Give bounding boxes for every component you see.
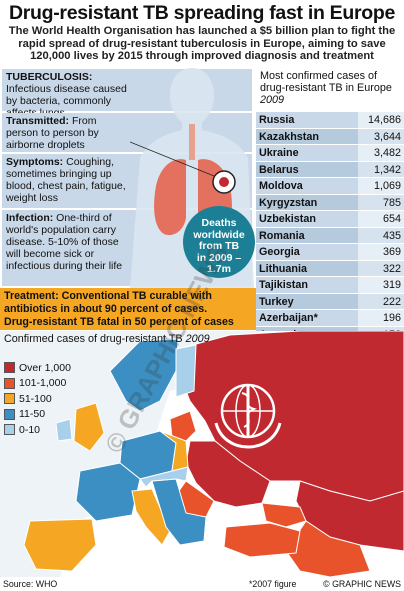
case-count: 222 xyxy=(358,293,404,309)
case-count: 196 xyxy=(358,310,404,326)
table-row: Kyrgyzstan 785 xyxy=(256,194,404,211)
legend-item: Over 1,000 xyxy=(4,360,71,376)
legend-label: 0-10 xyxy=(19,423,41,436)
country-name: Azerbaijan* xyxy=(256,310,358,326)
transmitted-text: From person to person by airborne drople… xyxy=(6,115,99,151)
country-name: Belarus xyxy=(256,161,358,177)
country-name: Turkey xyxy=(256,293,358,309)
symptoms-text: Coughing, sometimes bringing up blood, c… xyxy=(6,156,126,204)
region-balkans xyxy=(151,478,207,546)
region-ukraine xyxy=(185,440,271,508)
tb-label: TUBERCULOSIS: xyxy=(6,71,93,83)
legend-swatch xyxy=(4,393,15,405)
table-row: Kazakhstan 3,644 xyxy=(256,128,404,145)
table-row: Turkey 222 xyxy=(256,293,404,310)
region-turkey xyxy=(223,522,301,558)
case-count: 322 xyxy=(358,260,404,276)
table-row: Azerbaijan* 196 xyxy=(256,310,404,327)
trachea xyxy=(189,124,195,160)
tb-text: Infectious disease caused by bacteria, c… xyxy=(6,83,127,119)
table-row: Russia 14,686 xyxy=(256,112,404,129)
legend-item: 101-1,000 xyxy=(4,376,71,392)
country-name: Uzbekistan xyxy=(256,211,358,227)
legend-item: 0-10 xyxy=(4,422,71,438)
table-row: Lithuania 322 xyxy=(256,260,404,277)
footnote: *2007 figure xyxy=(249,579,297,589)
region-baltic xyxy=(169,410,197,442)
country-name: Lithuania xyxy=(256,260,358,276)
map-title: Confirmed cases of drug-resistant TB 200… xyxy=(4,333,210,345)
country-name: Georgia xyxy=(256,244,358,260)
region-iberia xyxy=(23,518,97,572)
region-italy xyxy=(131,488,171,546)
case-count: 785 xyxy=(358,194,404,210)
legend-label: 101-1,000 xyxy=(19,377,67,390)
legend-label: 11-50 xyxy=(19,408,46,421)
infection-text: One-third of world's population carry di… xyxy=(6,212,123,272)
region-uk xyxy=(73,402,105,452)
europe-map xyxy=(0,331,404,577)
country-name: Kyrgyzstan xyxy=(256,194,358,210)
case-count: 435 xyxy=(358,227,404,243)
source-note: Source: WHO xyxy=(3,579,58,589)
table-row: Tajikistan 319 xyxy=(256,277,404,294)
treatment-box: Treatment: Conventional TB curable with … xyxy=(0,288,256,330)
country-name: Russia xyxy=(256,112,358,128)
region-scandinavia xyxy=(109,338,179,412)
legend-label: Over 1,000 xyxy=(19,361,71,374)
case-count: 319 xyxy=(358,277,404,293)
country-name: Kazakhstan xyxy=(256,128,358,144)
region-central-asia xyxy=(285,520,371,577)
table-row: Ukraine 3,482 xyxy=(256,145,404,162)
legend-item: 11-50 xyxy=(4,407,71,423)
infographic-title: Drug-resistant TB spreading fast in Euro… xyxy=(8,2,396,24)
legend-swatch xyxy=(4,424,15,436)
table-header: Most confirmed cases of drug-resistant T… xyxy=(260,70,392,106)
legend-swatch xyxy=(4,362,15,374)
legend-label: 51-100 xyxy=(19,392,52,405)
case-count: 3,482 xyxy=(358,145,404,161)
legend-swatch xyxy=(4,377,15,389)
region-finland xyxy=(175,344,197,398)
case-count: 369 xyxy=(358,244,404,260)
map-legend: Over 1,000 101-1,000 51-100 11-50 0-10 xyxy=(4,360,71,438)
case-count: 1,342 xyxy=(358,161,404,177)
region-central xyxy=(139,466,189,488)
legend-swatch xyxy=(4,408,15,420)
region-caucasus xyxy=(261,502,307,528)
country-name: Tajikistan xyxy=(256,277,358,293)
deaths-badge: Deaths worldwide from TB in 2009 – 1.7m xyxy=(183,206,255,278)
pointer-line xyxy=(130,141,215,177)
case-count: 14,686 xyxy=(358,112,404,128)
table-row: Georgia 369 xyxy=(256,244,404,261)
cases-table: Russia 14,686 Kazakhstan 3,644 Ukraine 3,482 B… xyxy=(256,112,404,360)
footer: Source: WHO *2007 figure © GRAPHIC NEWS xyxy=(0,577,404,591)
case-count: 654 xyxy=(358,211,404,227)
table-row: Romania 435 xyxy=(256,227,404,244)
infographic-subtitle: The World Health Organisation has launch… xyxy=(8,25,396,63)
case-count: 1,069 xyxy=(358,178,404,194)
table-row: Moldova 1,069 xyxy=(256,178,404,195)
credit: © GRAPHIC NEWS xyxy=(323,579,401,589)
country-name: Romania xyxy=(256,227,358,243)
treatment-text1: Conventional TB curable with antibiotics… xyxy=(4,290,212,315)
transmitted-label: Transmitted: xyxy=(6,115,70,127)
table-row: Belarus 1,342 xyxy=(256,161,404,178)
who-emblem-icon xyxy=(214,383,282,449)
country-name: Moldova xyxy=(256,178,358,194)
region-ireland xyxy=(55,418,73,442)
legend-item: 51-100 xyxy=(4,391,71,407)
symptoms-label: Symptoms: xyxy=(6,156,64,168)
infection-label: Infection: xyxy=(6,212,54,224)
case-count: 3,644 xyxy=(358,128,404,144)
region-france xyxy=(75,462,141,522)
table-row: Uzbekistan 654 xyxy=(256,211,404,228)
treatment-text2: Drug-resistant TB fatal in 50 percent of… xyxy=(4,316,234,328)
treatment-label: Treatment: xyxy=(4,290,59,302)
country-name: Ukraine xyxy=(256,145,358,161)
left-lung xyxy=(154,159,186,236)
